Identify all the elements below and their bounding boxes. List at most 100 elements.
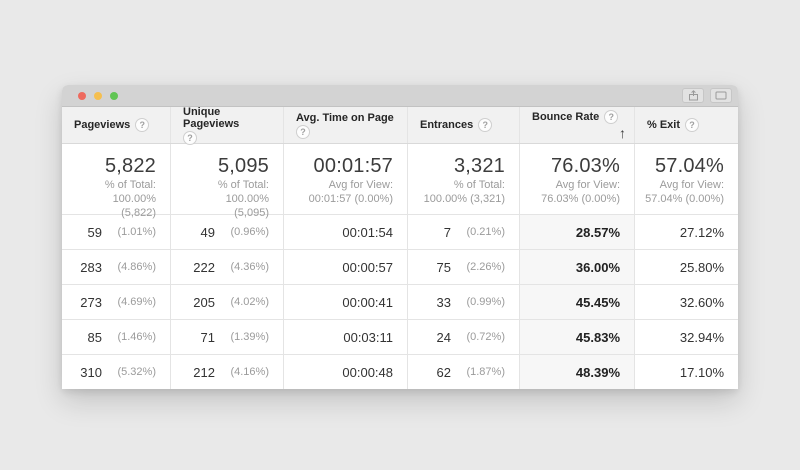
entrances-cell: 33 (0.99%) <box>407 285 519 319</box>
metric-value: 205 <box>193 294 215 310</box>
help-icon[interactable]: ? <box>478 118 493 132</box>
summary-value: 76.03% <box>550 155 620 177</box>
percent-exit-cell: 17.10% <box>634 355 738 389</box>
summary-subtext: % of Total: <box>453 179 505 191</box>
column-header-label: Entrances <box>420 119 474 131</box>
zoom-window-button[interactable] <box>110 91 118 100</box>
metric-value: 75 <box>436 259 451 275</box>
summary-percent-exit: 57.04% Avg for View: 57.04% (0.00%) <box>634 144 738 214</box>
metric-value: 62 <box>436 364 451 380</box>
unique-pageviews-cell: 212 (4.16%) <box>170 355 283 389</box>
avg-time-cell: 00:00:57 <box>283 250 407 284</box>
summary-subtext: 00:01:57 (0.00%) <box>308 193 393 205</box>
unique-pageviews-cell: 71 (1.39%) <box>170 320 283 354</box>
percent-exit-cell: 25.80% <box>634 250 738 284</box>
metric-share: (1.39%) <box>230 331 269 343</box>
percent-exit-cell: 32.60% <box>634 285 738 319</box>
pageviews-cell: 310 (5.32%) <box>62 355 170 389</box>
pageviews-cell: 59 (1.01%) <box>62 215 170 249</box>
summary-value: 5,095 <box>217 155 269 177</box>
percent-exit-cell: 27.12% <box>634 215 738 249</box>
summary-subtext: 76.03% (0.00%) <box>541 193 620 205</box>
column-header-bounce-rate[interactable]: Bounce Rate ? ↑ <box>519 107 634 143</box>
summary-pageviews: 5,822 % of Total: 100.00% (5,822) <box>62 144 170 219</box>
summary-entrances: 3,321 % of Total: 100.00% (3,321) <box>407 144 519 214</box>
table-header-row: Pageviews ? Unique Pageviews ? Avg. Time… <box>62 105 738 145</box>
metric-share: (0.96%) <box>230 226 269 238</box>
metric-share: (4.36%) <box>230 261 269 273</box>
summary-subtext: 57.04% (0.00%) <box>645 193 724 205</box>
metric-share: (5.32%) <box>117 366 156 378</box>
bounce-rate-cell: 48.39% <box>519 355 634 389</box>
summary-row: 5,822 % of Total: 100.00% (5,822) 5,095 … <box>62 144 738 219</box>
titlebar-actions <box>682 88 732 103</box>
avg-time-cell: 00:00:48 <box>283 355 407 389</box>
export-button[interactable] <box>682 88 704 103</box>
metric-share: (1.87%) <box>466 366 505 378</box>
summary-value: 57.04% <box>654 155 724 177</box>
table-row: 283 (4.86%) 222 (4.36%) 00:00:57 75 (2.2… <box>62 249 738 284</box>
bounce-rate-cell: 45.45% <box>519 285 634 319</box>
pageviews-cell: 85 (1.46%) <box>62 320 170 354</box>
summary-subtext: Avg for View: <box>555 179 620 191</box>
entrances-cell: 7 (0.21%) <box>407 215 519 249</box>
metric-value: 85 <box>87 329 102 345</box>
entrances-cell: 24 (0.72%) <box>407 320 519 354</box>
table-row: 59 (1.01%) 49 (0.96%) 00:01:54 7 (0.21%)… <box>62 214 738 249</box>
table-row: 310 (5.32%) 212 (4.16%) 00:00:48 62 (1.8… <box>62 354 738 389</box>
column-header-avg-time-on-page[interactable]: Avg. Time on Page ? <box>283 107 407 143</box>
summary-subtext: Avg for View: <box>328 179 393 191</box>
unique-pageviews-cell: 222 (4.36%) <box>170 250 283 284</box>
summary-bounce-rate: 76.03% Avg for View: 76.03% (0.00%) <box>519 144 634 214</box>
help-icon[interactable]: ? <box>135 118 150 132</box>
close-window-button[interactable] <box>78 91 86 100</box>
unique-pageviews-cell: 49 (0.96%) <box>170 215 283 249</box>
column-header-label: Pageviews <box>74 119 131 131</box>
help-icon[interactable]: ? <box>296 124 310 139</box>
sort-ascending-icon[interactable]: ↑ <box>619 124 626 141</box>
metric-value: 33 <box>436 294 451 310</box>
metric-value: 7 <box>443 224 451 240</box>
window-mode-button[interactable] <box>710 88 732 103</box>
entrances-cell: 75 (2.26%) <box>407 250 519 284</box>
metric-value: 59 <box>87 224 102 240</box>
summary-avg-time-on-page: 00:01:57 Avg for View: 00:01:57 (0.00%) <box>283 144 407 214</box>
traffic-lights <box>78 91 118 100</box>
metric-share: (2.26%) <box>466 261 505 273</box>
window-titlebar <box>62 85 738 107</box>
summary-value: 3,321 <box>453 155 505 177</box>
bounce-rate-cell: 36.00% <box>519 250 634 284</box>
column-header-label: Bounce Rate <box>532 110 600 123</box>
column-header-label: Unique Pageviews <box>183 105 240 130</box>
metric-value: 49 <box>200 224 215 240</box>
bounce-rate-cell: 45.83% <box>519 320 634 354</box>
column-header-pageviews[interactable]: Pageviews ? <box>62 107 170 143</box>
pageviews-cell: 283 (4.86%) <box>62 250 170 284</box>
column-header-unique-pageviews[interactable]: Unique Pageviews ? <box>170 105 283 145</box>
analytics-window: Pageviews ? Unique Pageviews ? Avg. Time… <box>62 85 738 389</box>
help-icon[interactable]: ? <box>685 118 700 132</box>
help-icon[interactable]: ? <box>183 130 197 145</box>
metric-value: 273 <box>80 294 102 310</box>
help-icon[interactable]: ? <box>604 109 619 124</box>
column-header-entrances[interactable]: Entrances ? <box>407 107 519 143</box>
summary-subtext: 100.00% (3,321) <box>423 193 505 205</box>
metric-share: (4.02%) <box>230 296 269 308</box>
metric-share: (4.86%) <box>117 261 156 273</box>
percent-exit-cell: 32.94% <box>634 320 738 354</box>
export-icon <box>688 90 699 101</box>
minimize-window-button[interactable] <box>94 91 102 100</box>
summary-subtext: Avg for View: <box>659 179 724 191</box>
metric-share: (0.99%) <box>466 296 505 308</box>
column-header-percent-exit[interactable]: % Exit ? <box>634 107 738 143</box>
table-row: 273 (4.69%) 205 (4.02%) 00:00:41 33 (0.9… <box>62 284 738 319</box>
unique-pageviews-cell: 205 (4.02%) <box>170 285 283 319</box>
metric-value: 222 <box>193 259 215 275</box>
metric-value: 310 <box>80 364 102 380</box>
avg-time-cell: 00:01:54 <box>283 215 407 249</box>
summary-unique-pageviews: 5,095 % of Total: 100.00% (5,095) <box>170 144 283 219</box>
summary-subtext: % of Total: 100.00% <box>104 179 156 205</box>
table-row: 85 (1.46%) 71 (1.39%) 00:03:11 24 (0.72%… <box>62 319 738 354</box>
metric-value: 283 <box>80 259 102 275</box>
metric-share: (4.69%) <box>117 296 156 308</box>
